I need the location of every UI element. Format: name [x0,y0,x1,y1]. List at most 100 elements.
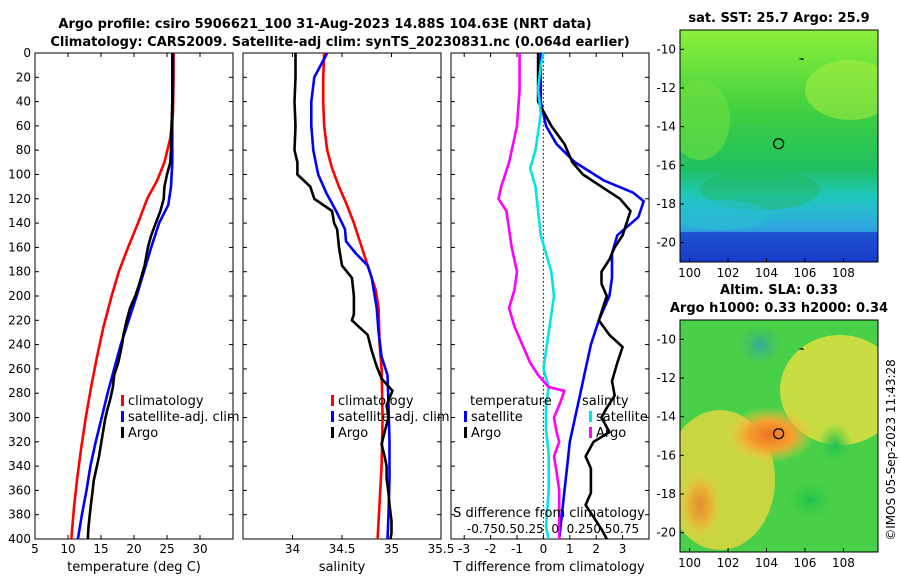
figure-title-line2: Climatology: CARS2009. Satellite-adj cli… [50,35,629,50]
sst-patch [680,80,730,160]
temperature-plot: 5 10 15 20 25 3002040608010012014016018020022… [8,46,233,556]
legend-swatch-climatology [331,395,334,406]
sla-map-axes: 100 102 104 106 108 -10 -12 -14 -16 -18 -20 [656,332,854,570]
x-tick-label: -2 [485,542,497,556]
imos-watermark: ©IMOS 05-Sep-2023 11:43:28 [884,359,898,541]
y-tick-label: 200 [8,289,31,303]
y-tick-label: 320 [8,435,31,449]
y-tick-label: 120 [8,192,31,206]
legend-swatch-t-satellite [464,411,467,422]
y-tick-label: -14 [656,410,676,424]
sst-map-axes: 100 102 104 106 108 -10 -12 -14 -16 -18 -20 [656,42,854,280]
y-tick-label: -10 [656,42,676,56]
sla-map-frame [679,319,879,553]
t-difference-xlabel: T difference from climatology [452,560,645,575]
x-tick-label: -1 [511,542,523,556]
x-tick-label: 30 [192,542,207,556]
x-tick-label: 35 [384,542,399,556]
y-tick-label: 240 [8,338,31,352]
salinity-xlabel: salinity [319,560,366,575]
temperature-xlabel: temperature (deg C) [67,560,201,575]
legend-label-s-satellite: satellite [596,410,648,425]
x-tick-label: 100 [678,556,701,570]
argo-float-marker [773,138,785,150]
sla-patch [738,325,782,365]
difference-legend: temperature salinity satellite Argo sate… [464,394,648,441]
y-tick-label: 140 [8,216,31,230]
sla-patch [680,470,722,540]
legend-label-argo: Argo [338,426,368,441]
series-line-satellite-adj-clim [309,52,391,540]
legend-swatch-argo [121,427,124,438]
y-tick-label: 160 [8,240,31,254]
sst-map-title: sat. SST: 25.7 Argo: 25.9 [688,11,869,26]
x-tick-label: -3 [458,542,470,556]
legend-label-satellite: satellite-adj. clim [128,410,240,425]
y-tick-label: 60 [16,119,31,133]
x-tick-label: 102 [717,556,740,570]
y-tick-label: 360 [8,483,31,497]
legend-title-salinity: salinity [582,394,629,409]
x-tick-label: 104 [755,556,778,570]
x-tick-label: 5 [31,542,39,556]
legend-swatch-satellite [121,411,124,422]
legend-label-t-argo: Argo [471,426,501,441]
legend-swatch-s-argo [589,427,592,438]
x-tick-label: 106 [793,266,816,280]
y-tick-label: -20 [656,526,676,540]
y-tick-label: -16 [656,448,676,462]
y-tick-label: 180 [8,265,31,279]
y-tick-label: 300 [8,411,31,425]
y-tick-label: 100 [8,168,31,182]
difference-plot: -3 -2 -1 0 1 2 3 [451,52,649,556]
sst-patch [700,170,820,210]
y-tick-label: 80 [16,143,31,157]
y-tick-label: -18 [656,487,676,501]
sla-map-title-line1: Altim. SLA: 0.33 [720,283,838,298]
series-line-argo [293,53,394,540]
y-tick-label: -14 [656,120,676,134]
y-tick-label: 20 [16,70,31,84]
x-tick-label: 35.5 [428,542,455,556]
legend-label-argo: Argo [128,426,158,441]
sst-patch [680,232,878,262]
legend-label-climatology: climatology [128,394,204,409]
salinity-plot: 34 34.5 35 35.5 [243,52,455,556]
s-difference-ticklabels: -0.750.50.25 0 0.250.50.75 [467,522,639,536]
argo-float-marker [773,428,785,440]
sla-patch [785,478,835,522]
x-tick-label: 106 [793,556,816,570]
y-tick-label: 40 [16,95,31,109]
figure-title-line1: Argo profile: csiro 5906621_100 31-Aug-2… [58,17,591,32]
sst-map-image [680,30,878,262]
legend-swatch-climatology [121,395,124,406]
x-tick-label: 15 [93,542,108,556]
sla-map-title-line2: Argo h1000: 0.33 h2000: 0.34 [670,301,888,316]
x-tick-label: 3 [619,542,627,556]
x-tick-label: 108 [832,266,855,280]
y-tick-label: -12 [656,371,676,385]
legend-title-temperature: temperature [470,394,552,409]
series-line-argo [86,53,174,540]
sla-patch [725,407,815,463]
x-tick-label: 20 [126,542,141,556]
x-tick-label: 100 [678,266,701,280]
series-line-s-diff-satellite [528,52,556,540]
legend-swatch-argo [331,427,334,438]
legend-label-climatology: climatology [338,394,414,409]
series-line-t-diff-argo [536,53,632,540]
series-line-climatology [321,52,384,540]
salinity-panel-frame [242,52,442,540]
x-tick-label: 108 [832,556,855,570]
x-tick-label: 34.5 [329,542,356,556]
y-tick-label: 220 [8,313,31,327]
x-tick-label: 2 [592,542,600,556]
y-tick-label: 260 [8,362,31,376]
legend-swatch-t-argo [464,427,467,438]
temperature-legend: climatology satellite-adj. clim Argo [121,394,240,441]
x-tick-label: 25 [159,542,174,556]
sst-patch [805,60,878,120]
y-tick-label: 400 [8,532,31,546]
s-difference-xlabel: S difference from climatology [453,506,645,521]
